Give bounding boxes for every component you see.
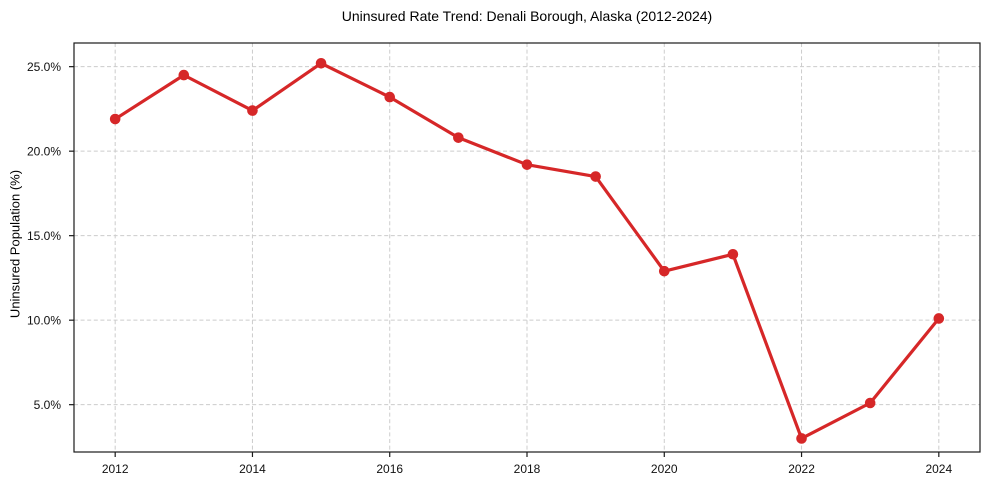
data-point: [109, 113, 121, 125]
data-point: [590, 171, 601, 182]
data-point: [315, 57, 327, 69]
y-tick-label: 15.0%: [27, 229, 61, 243]
data-point: [453, 132, 464, 143]
data-point: [727, 248, 739, 260]
x-tick-label: 2024: [925, 462, 952, 476]
x-tick-label: 2022: [788, 462, 815, 476]
data-point: [933, 313, 945, 324]
data-point: [521, 159, 533, 170]
data-point: [384, 91, 396, 103]
y-tick-label: 20.0%: [27, 144, 61, 158]
x-tick-label: 2020: [651, 462, 678, 476]
y-tick-label: 5.0%: [34, 398, 62, 412]
x-tick-label: 2018: [514, 462, 541, 476]
y-tick-label: 10.0%: [27, 313, 61, 327]
x-tick-label: 2016: [376, 462, 403, 476]
data-point: [796, 433, 807, 444]
data-point: [178, 69, 190, 81]
chart-title: Uninsured Rate Trend: Denali Borough, Al…: [341, 8, 713, 24]
x-tick-label: 2014: [239, 462, 266, 476]
x-tick-label: 2012: [102, 462, 129, 476]
data-point: [864, 397, 876, 409]
data-point: [247, 105, 258, 116]
y-tick-label: 25.0%: [27, 60, 61, 74]
data-point: [658, 265, 670, 277]
